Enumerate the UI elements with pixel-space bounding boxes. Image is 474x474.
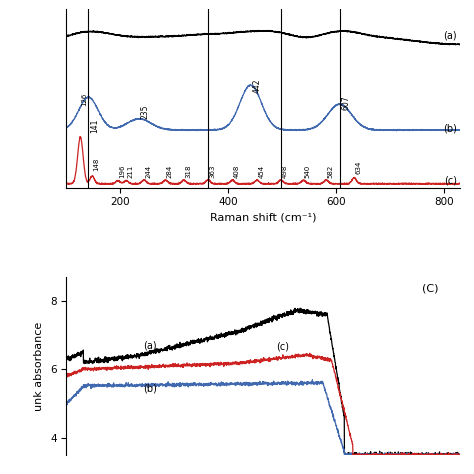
Y-axis label: unk absorbance: unk absorbance	[35, 321, 45, 410]
Text: 284: 284	[166, 165, 173, 178]
Text: 235: 235	[141, 104, 150, 119]
Text: (b): (b)	[443, 123, 457, 133]
Text: (c): (c)	[444, 176, 457, 186]
Text: 363: 363	[209, 165, 215, 178]
Text: (C): (C)	[421, 284, 438, 294]
Text: 498: 498	[282, 165, 288, 178]
Text: 408: 408	[233, 165, 239, 178]
X-axis label: Raman shift (cm⁻¹): Raman shift (cm⁻¹)	[210, 213, 316, 223]
Text: 607: 607	[341, 96, 350, 110]
Text: 148: 148	[93, 158, 100, 171]
Text: 454: 454	[258, 165, 264, 178]
Text: (b): (b)	[143, 383, 157, 393]
Text: 196: 196	[119, 165, 125, 178]
Text: 442: 442	[252, 79, 261, 93]
Text: 634: 634	[355, 161, 361, 174]
Text: 141: 141	[90, 118, 99, 133]
Text: 540: 540	[305, 165, 310, 178]
Text: 582: 582	[327, 165, 333, 178]
Text: 126: 126	[82, 92, 87, 106]
Text: 318: 318	[185, 165, 191, 178]
Text: (c): (c)	[276, 341, 289, 352]
Text: (a): (a)	[143, 341, 157, 351]
Text: (a): (a)	[444, 31, 457, 41]
Text: 244: 244	[145, 165, 151, 178]
Text: 211: 211	[127, 165, 133, 178]
